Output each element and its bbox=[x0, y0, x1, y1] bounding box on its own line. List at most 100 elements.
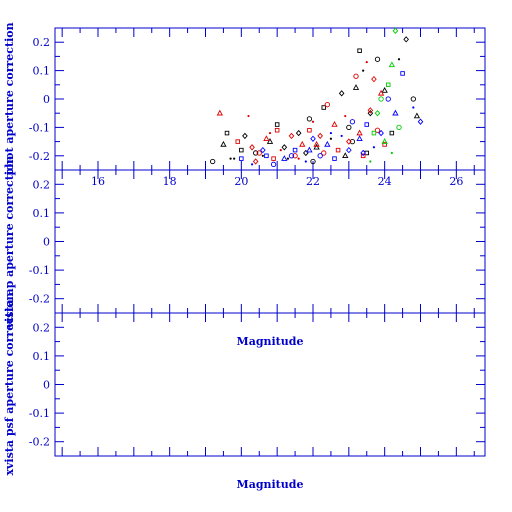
data-point bbox=[281, 155, 288, 161]
y-axis-label: phot aperture correction bbox=[3, 22, 16, 175]
data-point bbox=[311, 120, 315, 123]
data-point bbox=[329, 131, 333, 135]
x-tick-label: 20 bbox=[234, 175, 248, 188]
data-point bbox=[260, 146, 266, 154]
data-point bbox=[247, 114, 250, 118]
data-point bbox=[270, 161, 277, 167]
x-tick-group bbox=[61, 170, 475, 313]
data-point bbox=[321, 105, 327, 110]
data-point bbox=[342, 152, 349, 159]
data-point bbox=[369, 160, 372, 163]
data-point bbox=[288, 132, 295, 140]
data-point bbox=[306, 116, 313, 122]
y-axis-label: xvista psf aperture correction bbox=[3, 292, 16, 475]
data-point bbox=[274, 122, 280, 127]
y-tick-label: 0.1 bbox=[33, 65, 51, 78]
data-point bbox=[346, 124, 352, 131]
x-tick-label: 18 bbox=[163, 175, 177, 188]
data-point bbox=[329, 137, 333, 140]
data-point bbox=[338, 90, 345, 97]
data-point bbox=[374, 56, 381, 62]
data-point bbox=[252, 158, 259, 165]
data-point bbox=[263, 135, 270, 142]
data-point bbox=[235, 139, 240, 144]
data-point bbox=[362, 69, 365, 72]
data-point bbox=[378, 96, 384, 102]
y-tick-label: 0 bbox=[43, 236, 50, 249]
data-point bbox=[256, 150, 262, 156]
panel-frame bbox=[54, 27, 486, 171]
data-point bbox=[281, 144, 288, 151]
data-point bbox=[389, 130, 395, 136]
data-point bbox=[264, 153, 269, 159]
data-point bbox=[242, 132, 248, 140]
data-point bbox=[400, 71, 405, 76]
data-point bbox=[365, 60, 368, 64]
y-tick-label: 0 bbox=[43, 379, 50, 392]
data-point bbox=[317, 153, 323, 159]
panel-vista-ap-aperture-correction: vista ap aperture correction Magnitude -… bbox=[3, 156, 486, 348]
data-point bbox=[346, 138, 352, 145]
y-tick-label: 0 bbox=[43, 93, 50, 106]
y-tick-label: 0.2 bbox=[33, 178, 51, 191]
data-point bbox=[261, 154, 264, 157]
data-point bbox=[266, 138, 274, 144]
data-point bbox=[268, 131, 272, 135]
data-point bbox=[292, 153, 298, 159]
y-tick-label: -0.1 bbox=[29, 264, 50, 277]
data-point bbox=[381, 138, 388, 144]
y-axis-label: vista ap aperture correction bbox=[3, 156, 16, 330]
data-point bbox=[412, 106, 415, 109]
data-point bbox=[360, 153, 366, 159]
data-point bbox=[371, 130, 377, 136]
data-point bbox=[344, 114, 347, 118]
data-point bbox=[210, 158, 216, 165]
data-point bbox=[220, 140, 227, 147]
data-point bbox=[417, 118, 424, 125]
data-point bbox=[224, 130, 230, 136]
data-point bbox=[381, 86, 388, 93]
data-point bbox=[367, 110, 374, 117]
data-point bbox=[378, 129, 384, 137]
data-point bbox=[271, 156, 276, 161]
data-point bbox=[396, 124, 402, 131]
data-point bbox=[340, 134, 343, 138]
data-point bbox=[390, 151, 393, 155]
x-axis-label: Magnitude bbox=[237, 335, 304, 348]
data-point bbox=[386, 82, 391, 88]
data-point bbox=[286, 157, 290, 160]
data-point bbox=[304, 160, 307, 163]
x-tick-group bbox=[61, 313, 475, 456]
y-tick-label: -0.1 bbox=[29, 121, 50, 134]
data-point bbox=[349, 138, 356, 145]
y-tick-label: -0.1 bbox=[29, 407, 50, 420]
data-point bbox=[310, 135, 316, 142]
data-point bbox=[306, 146, 313, 153]
data-point bbox=[353, 73, 359, 79]
data-point bbox=[313, 143, 320, 150]
data-point bbox=[310, 158, 316, 165]
data-point bbox=[239, 147, 244, 153]
panel-phot-aperture-correction: phot aperture correction -0.2 -0.1 0 0.1 0.2… bbox=[3, 22, 486, 188]
data-point bbox=[317, 132, 323, 140]
data-point bbox=[374, 110, 381, 117]
data-point bbox=[274, 127, 280, 133]
data-point bbox=[372, 146, 376, 149]
y-tick-label: -0.2 bbox=[29, 150, 50, 163]
data-point bbox=[295, 129, 302, 137]
data-point bbox=[349, 119, 356, 125]
data-point bbox=[216, 109, 223, 116]
panel-frame bbox=[54, 169, 486, 314]
data-point bbox=[324, 140, 331, 147]
x-tick-label: 22 bbox=[306, 175, 320, 188]
y-tick-label: 0.2 bbox=[33, 321, 51, 334]
y-tick-label: -0.2 bbox=[29, 293, 50, 306]
panel-xvista-psf-aperture-correction: xvista psf aperture correction Magnitude… bbox=[3, 292, 486, 491]
data-point bbox=[331, 121, 338, 127]
data-point bbox=[307, 127, 312, 133]
data-point bbox=[374, 127, 381, 133]
data-point bbox=[352, 84, 360, 90]
data-point bbox=[392, 27, 399, 35]
data-point bbox=[249, 144, 255, 151]
data-point bbox=[233, 157, 236, 160]
